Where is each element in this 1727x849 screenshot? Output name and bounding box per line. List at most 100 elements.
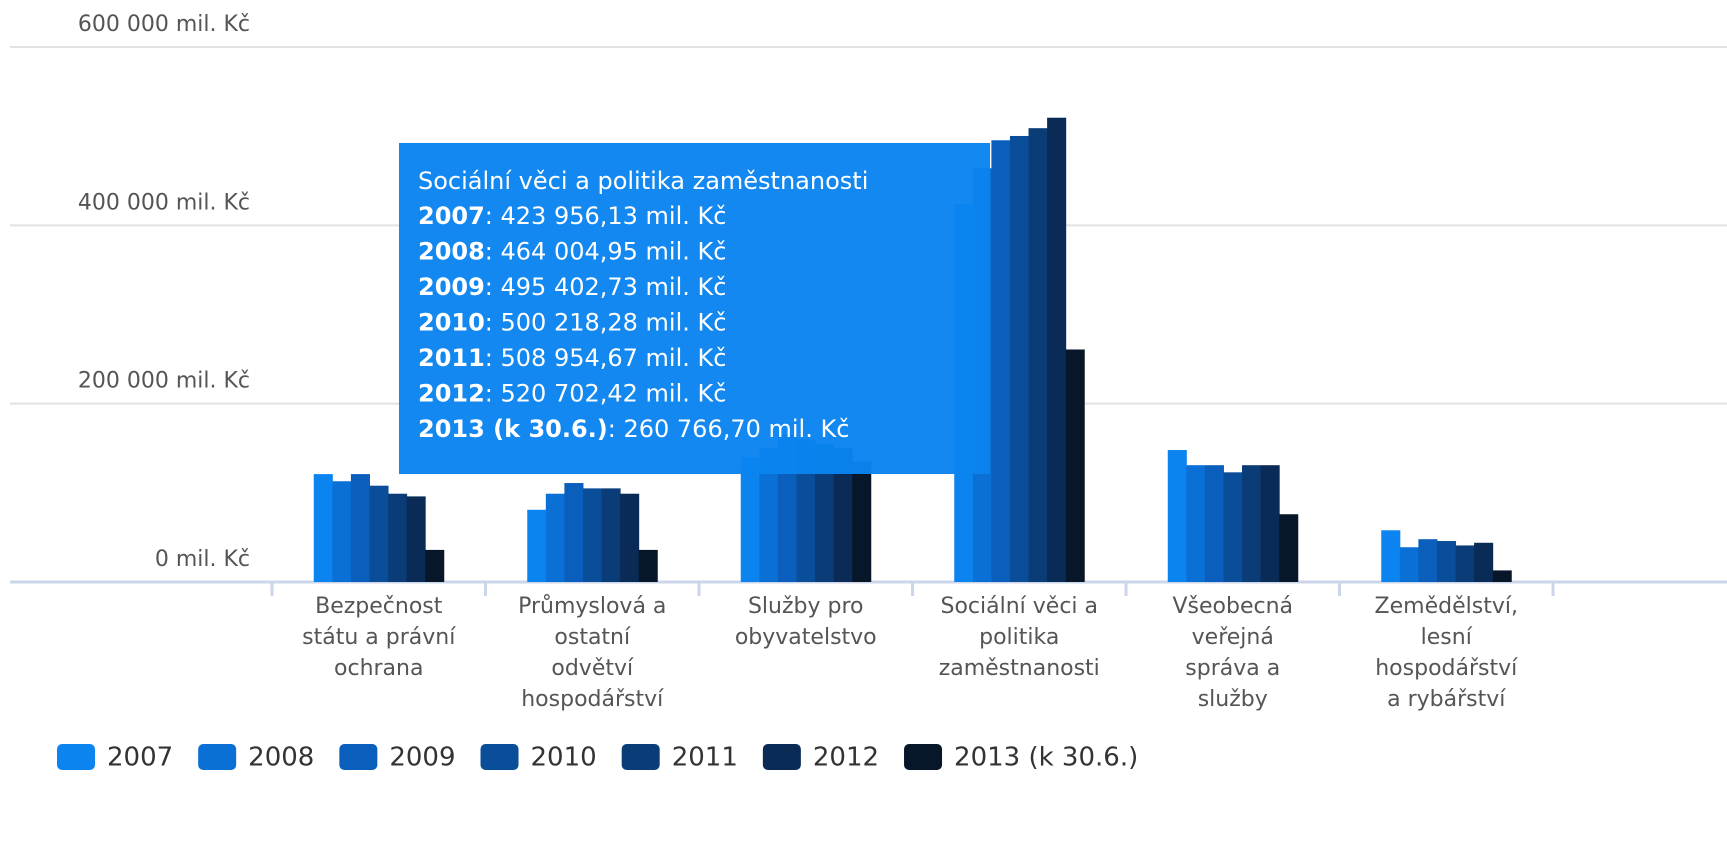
- bar: [833, 448, 853, 582]
- bar: [1455, 545, 1475, 582]
- tooltip-row: 2011: 508 954,67 mil. Kč: [418, 344, 726, 372]
- bar: [1492, 570, 1512, 582]
- x-tick-line: obyvatelstvo: [735, 625, 877, 650]
- legend-label[interactable]: 2013 (k 30.6.): [954, 743, 1138, 773]
- bar: [601, 488, 621, 582]
- bar: [564, 483, 584, 582]
- x-tick-line: Průmyslová a: [518, 594, 666, 619]
- bar: [638, 549, 658, 582]
- bar: [620, 493, 640, 582]
- bar: [1418, 539, 1438, 582]
- bar: [1204, 465, 1224, 582]
- legend-label[interactable]: 2008: [248, 743, 314, 773]
- x-tick-line: zaměstnanosti: [939, 656, 1100, 681]
- x-tick-label: Všeobecná veřejná správa a služby: [1172, 594, 1293, 712]
- tooltip-value: : 520 702,42 mil. Kč: [485, 380, 727, 408]
- bar: [313, 474, 333, 582]
- tooltip-row: 2010: 500 218,28 mil. Kč: [418, 309, 726, 337]
- legend-label[interactable]: 2010: [531, 743, 597, 773]
- bar: [1279, 514, 1299, 582]
- tooltip-value: : 423 956,13 mil. Kč: [485, 202, 727, 230]
- legend-swatch[interactable]: [57, 744, 95, 770]
- bar: [1436, 540, 1457, 582]
- x-tick-line: Služby pro: [748, 594, 864, 619]
- legend-swatch[interactable]: [339, 744, 378, 770]
- x-tick-line: hospodářství: [521, 687, 664, 712]
- tooltip-series-name: 2013 (k 30.6.): [418, 415, 608, 443]
- tooltip-row: 2007: 423 956,13 mil. Kč: [418, 202, 726, 230]
- x-tick-line: Zemědělství,: [1375, 594, 1518, 619]
- tooltip-title: Sociální věci a politika zaměstnanosti: [418, 167, 868, 195]
- x-tick-label: Bezpečnost státu a právní ochrana: [302, 594, 456, 681]
- bar: [1260, 465, 1280, 582]
- bar: [815, 443, 835, 582]
- bar: [1242, 465, 1262, 582]
- bar: [545, 493, 565, 582]
- tooltip-value: : 495 402,73 mil. Kč: [485, 273, 727, 301]
- x-tick-label: Služby pro obyvatelstvo: [735, 594, 877, 650]
- tooltip-row: 2013 (k 30.6.): 260 766,70 mil. Kč: [418, 415, 849, 443]
- bar: [1009, 135, 1030, 582]
- x-tick-line: politika: [979, 625, 1059, 650]
- tooltip-series-name: 2012: [418, 380, 485, 408]
- x-tick-line: státu a právní: [302, 625, 456, 650]
- tooltip-row: 2012: 520 702,42 mil. Kč: [418, 380, 726, 408]
- bar: [332, 481, 352, 582]
- legend-swatch[interactable]: [762, 744, 801, 770]
- x-tick-line: lesní: [1421, 625, 1473, 650]
- x-tick-line: Sociální věci a: [940, 594, 1098, 619]
- bar: [1186, 465, 1206, 582]
- tooltip-row: 2009: 495 402,73 mil. Kč: [418, 273, 726, 301]
- y-tick-label: 400 000 mil. Kč: [78, 190, 250, 215]
- x-tick-line: hospodářství: [1375, 656, 1518, 681]
- legend-label[interactable]: 2012: [813, 743, 879, 773]
- y-tick-label: 200 000 mil. Kč: [78, 369, 250, 394]
- bar: [759, 448, 779, 582]
- tooltip-series-name: 2007: [418, 202, 485, 230]
- bar: [582, 488, 603, 582]
- legend-label[interactable]: 2007: [107, 743, 173, 773]
- bar: [1065, 349, 1085, 582]
- bar: [388, 493, 408, 582]
- bar: [425, 549, 445, 582]
- bar: [740, 457, 760, 582]
- x-tick-line: Všeobecná: [1172, 594, 1293, 619]
- tooltip-series-name: 2008: [418, 238, 485, 266]
- legend-swatch[interactable]: [480, 744, 519, 770]
- bar: [796, 439, 816, 582]
- tooltip-value: : 508 954,67 mil. Kč: [485, 344, 727, 372]
- x-tick-line: Bezpečnost: [315, 594, 443, 619]
- bar: [991, 140, 1011, 582]
- y-tick-label: 0 mil. Kč: [155, 547, 250, 572]
- tooltip-series-name: 2009: [418, 273, 485, 301]
- legend-label[interactable]: 2009: [389, 743, 455, 773]
- bar: [1223, 472, 1243, 582]
- tooltip-series-name: 2011: [418, 344, 485, 372]
- legend-swatch[interactable]: [198, 744, 237, 770]
- tooltip-row: 2008: 464 004,95 mil. Kč: [418, 238, 726, 266]
- y-tick-label: 600 000 mil. Kč: [78, 12, 250, 37]
- bar: [1399, 547, 1419, 582]
- bar: [1474, 542, 1494, 582]
- bar: [1028, 128, 1048, 583]
- x-tick-line: služby: [1198, 687, 1268, 712]
- bar: [369, 485, 389, 582]
- legend-swatch[interactable]: [904, 744, 943, 770]
- x-tick-line: ostatní: [554, 625, 631, 650]
- bar: [1047, 117, 1067, 583]
- x-tick-label: Sociální věci a politika zaměstnanosti: [939, 594, 1100, 681]
- bar: [1167, 450, 1187, 582]
- bar: [1381, 530, 1401, 582]
- legend-label[interactable]: 2011: [672, 743, 738, 773]
- x-tick-line: správa a: [1185, 656, 1280, 681]
- x-tick-line: veřejná: [1192, 625, 1274, 650]
- tooltip-series-name: 2010: [418, 309, 485, 337]
- legend-swatch[interactable]: [621, 744, 660, 770]
- x-tick-line: a rybářství: [1387, 687, 1506, 712]
- x-tick-line: odvětví: [551, 656, 634, 681]
- x-tick-label: Zemědělství, lesní hospodářství a rybářství: [1375, 594, 1519, 712]
- bar: [406, 496, 426, 582]
- tooltip-box: [399, 143, 990, 474]
